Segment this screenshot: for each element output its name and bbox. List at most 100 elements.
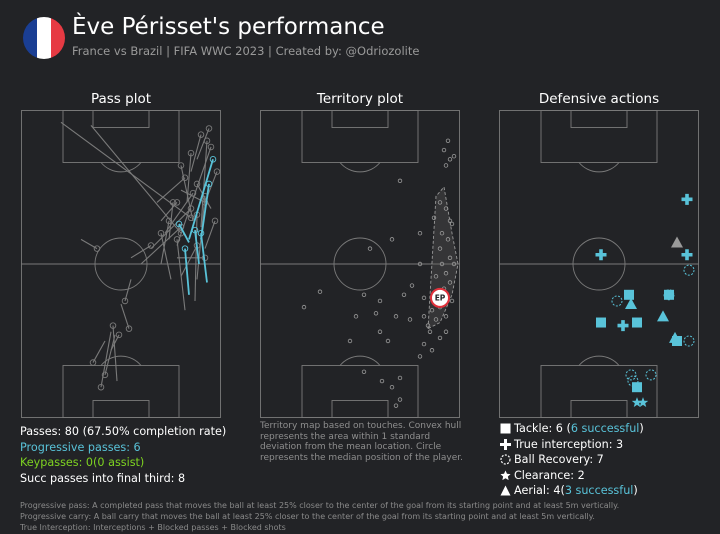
legend-tackle: Tackle: 6 (6 successful) [500,421,644,437]
touch-point [367,246,373,251]
recovery-marker [683,335,695,347]
pass-line [188,159,214,240]
pass-end-point [165,217,173,225]
aerial-marker [671,236,683,248]
touch-point [437,246,443,251]
touch-point [441,147,447,153]
pitch-markings [499,110,699,418]
progressive-pass [181,245,190,295]
tackle-marker [672,336,682,346]
pass-line [124,279,132,302]
pass-end-point [181,174,189,182]
flag-white-stripe [37,17,51,59]
bottom-penalty-arc [339,355,381,366]
bottom-six-yard-box [570,400,628,418]
pass-end-point [89,359,97,366]
pass-end-point [115,331,123,339]
legend-interception: True interception: 3 [500,437,644,453]
pass [193,180,212,209]
tackle-marker [632,317,642,328]
touch-point [301,304,307,310]
pass-line [190,134,202,172]
footnote-true-interception: True Interception: Interceptions + Block… [20,523,286,532]
pass [80,238,101,252]
pass [204,217,219,249]
footnotes: Progressive pass: A completed pass that … [20,500,619,533]
progressive-pass [188,156,217,240]
pass-line [100,331,112,388]
pass-end-point [193,180,201,188]
touch-point [429,348,435,353]
touch-point [421,341,427,347]
legend-recovery: Ball Recovery: 7 [500,452,644,468]
legend-aerial-close: ) [633,484,638,497]
pass-line [130,245,152,259]
pass-line [186,153,192,203]
touch-point [421,295,427,301]
flag-blue-stripe [23,17,37,59]
median-position [430,287,450,308]
touch-point [385,338,391,344]
footnote-progressive-pass: Progressive pass: A completed pass that … [20,501,620,510]
touch-point [425,323,431,328]
progressive-passes-stat: Progressive passes: 6 [20,440,141,454]
interception-marker [681,193,693,205]
territory-plot-title: Territory plot [316,91,404,107]
pass [89,340,106,366]
pass-end-point [121,297,129,305]
legend-interception-text: True interception: 3 [514,437,624,451]
aerial-marker [625,298,637,310]
pass [130,242,155,259]
legend-clearance-text: Clearance: 2 [514,468,585,482]
pass [160,199,181,222]
aerial-marker [657,310,669,322]
legend-tackle-close: ) [639,422,644,435]
touch-point [393,314,399,319]
bottom-penalty-arc [578,355,620,366]
pass-end-point [201,199,209,206]
touch-point [449,298,455,304]
tackle-square-icon [500,423,511,434]
progressive-pass [191,226,200,265]
legend-recovery-text: Ball Recovery: 7 [514,453,604,466]
pass-line [120,303,130,329]
touch-point [431,215,437,220]
pass-end-point [97,383,105,391]
pass-line [90,125,182,234]
top-penalty-arc [339,162,381,173]
pass-line [150,208,192,249]
pass-end-point [169,199,177,206]
median-label: EP [435,294,446,303]
pass-end-point [191,226,199,234]
pass-line [112,325,118,382]
pass-line [178,223,190,243]
touch-point [443,163,449,168]
pass-line [92,340,106,363]
final-third-stat: Succ passes into final third: 8 [20,471,186,485]
dashed-circle-icon [500,454,511,465]
top-six-yard-box [331,110,389,128]
touch-point [447,157,453,162]
legend-aerial-text: Aerial: 4( [514,484,565,497]
touch-point [437,200,443,205]
pass-end-point [175,220,183,228]
passes-stat: Passes: 80 (67.50% completion rate) [20,425,227,438]
pass [190,131,205,172]
touch-point [379,378,385,384]
pass [160,217,173,265]
touch-point [377,298,383,304]
pass-end-point [209,156,217,163]
pass-end-point [93,245,101,252]
touch-point [429,307,435,313]
pass-end-point [187,214,195,222]
touch-point [445,237,451,242]
touch-point [389,237,395,242]
touch-point [361,292,367,297]
center-circle [94,237,148,291]
top-penalty-arc [100,162,142,173]
touch-point [389,385,395,390]
pass-end-point [213,168,221,175]
center-circle [572,237,626,291]
recovery-marker [611,295,623,307]
touch-point [421,314,427,319]
